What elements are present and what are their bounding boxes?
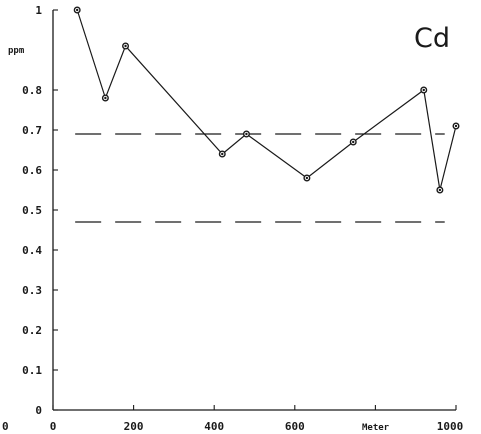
y-tick-label: 0.4	[22, 244, 42, 257]
x-tick-label: 400	[204, 420, 224, 433]
data-point-center	[124, 44, 127, 48]
y-tick-label: 0.6	[22, 164, 42, 177]
x-axis-label: Meter	[362, 423, 390, 433]
data-point-center	[454, 124, 458, 128]
x-tick-label: 1000	[437, 420, 464, 433]
element-label: Cd	[414, 23, 450, 54]
y-tick-label: 0.8	[22, 84, 42, 97]
data-series	[73, 6, 460, 194]
y-axis-label: ppm	[8, 46, 25, 56]
data-point-center	[352, 140, 355, 144]
data-point-center	[221, 152, 224, 156]
x-tick-label: 600	[285, 420, 305, 433]
data-point-center	[245, 132, 248, 136]
x-ticks: 0 200 400 600 1000	[50, 405, 464, 433]
data-points	[73, 6, 460, 194]
data-point-center	[438, 188, 442, 192]
data-point-center	[422, 88, 425, 92]
y-ticks: 0 0.1 0.2 0.3 0.4 0.5 0.6 0.7 0.8 1	[22, 4, 58, 417]
reference-lines	[75, 133, 445, 223]
data-point-center	[104, 96, 107, 100]
series-line	[76, 9, 457, 191]
corner-zero-label: 0	[2, 420, 9, 433]
axes	[52, 10, 456, 411]
y-tick-label: 0.7	[22, 124, 42, 137]
x-tick-label: 0	[50, 420, 57, 433]
y-tick-label: 0	[35, 404, 42, 417]
x-tick-label: 200	[124, 420, 144, 433]
y-tick-label: 1	[35, 4, 42, 17]
data-point-center	[75, 8, 79, 12]
y-tick-label: 0.5	[22, 204, 42, 217]
y-tick-label: 0.2	[22, 324, 42, 337]
y-tick-label: 0.3	[22, 284, 42, 297]
data-point-center	[305, 176, 309, 180]
y-tick-label: 0.1	[22, 364, 42, 377]
